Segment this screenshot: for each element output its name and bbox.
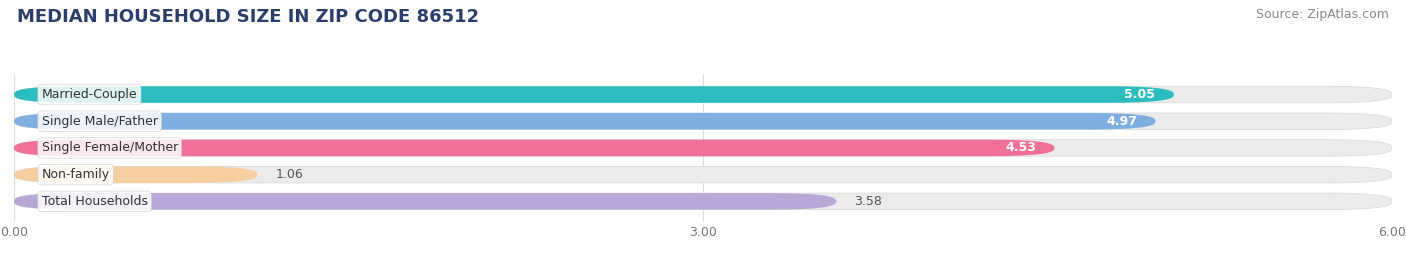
Text: Source: ZipAtlas.com: Source: ZipAtlas.com [1256,8,1389,21]
Text: Single Male/Father: Single Male/Father [42,115,157,128]
Text: Married-Couple: Married-Couple [42,88,138,101]
Text: Total Households: Total Households [42,195,148,208]
FancyBboxPatch shape [14,166,1392,183]
Text: 5.05: 5.05 [1125,88,1156,101]
FancyBboxPatch shape [14,166,257,183]
Text: Non-family: Non-family [42,168,110,181]
Text: Single Female/Mother: Single Female/Mother [42,141,179,154]
FancyBboxPatch shape [14,140,1392,156]
Text: MEDIAN HOUSEHOLD SIZE IN ZIP CODE 86512: MEDIAN HOUSEHOLD SIZE IN ZIP CODE 86512 [17,8,479,26]
FancyBboxPatch shape [14,113,1392,130]
FancyBboxPatch shape [14,113,1156,130]
FancyBboxPatch shape [14,193,1392,210]
FancyBboxPatch shape [14,193,837,210]
Text: 3.58: 3.58 [855,195,883,208]
Text: 4.97: 4.97 [1107,115,1137,128]
FancyBboxPatch shape [14,86,1392,103]
FancyBboxPatch shape [14,140,1054,156]
Text: 1.06: 1.06 [276,168,304,181]
FancyBboxPatch shape [14,86,1174,103]
Text: 4.53: 4.53 [1005,141,1036,154]
